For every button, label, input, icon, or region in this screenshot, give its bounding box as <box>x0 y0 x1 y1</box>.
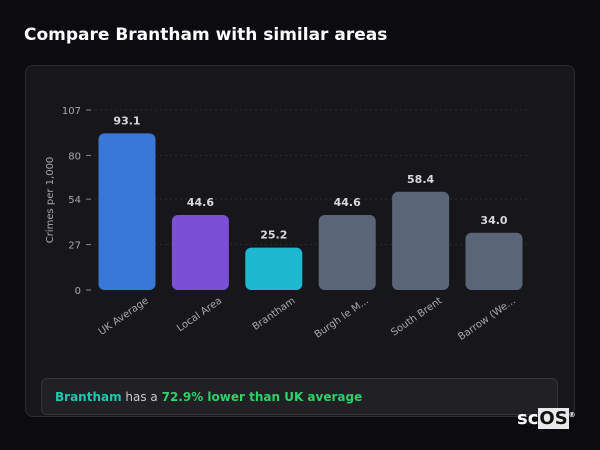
x-tick-label: Burgh le M... <box>313 295 371 340</box>
data-label: 93.1 <box>113 114 140 127</box>
summary-comparison: 72.9% lower than UK average <box>161 390 363 404</box>
page-title: Compare Brantham with similar areas <box>24 25 388 45</box>
x-tick-label: Brantham <box>251 295 298 332</box>
data-label: 25.2 <box>260 229 287 242</box>
bar-burgh-le-m- <box>318 214 376 290</box>
summary-area: Brantham <box>55 390 122 404</box>
x-tick-label: Barrow (We... <box>456 295 517 343</box>
x-tick-label: UK Average <box>97 295 151 337</box>
y-tick-label: 27 <box>68 241 81 252</box>
y-tick-label: 80 <box>68 151 81 162</box>
x-tick-label: South Brent <box>389 295 444 338</box>
bar-barrow-we- <box>465 232 523 290</box>
bar-brantham <box>245 247 303 290</box>
y-tick-label: 0 <box>75 286 81 297</box>
summary-box: Brantham has a 72.9% lower than UK avera… <box>41 378 558 415</box>
data-label: 58.4 <box>407 173 434 186</box>
bar-local-area <box>171 214 229 290</box>
x-tick-label: Local Area <box>175 295 224 334</box>
y-tick-label: 107 <box>62 106 81 117</box>
bar-uk-average <box>98 133 156 290</box>
y-axis-label: Crimes per 1,000 <box>45 157 56 244</box>
scos-logo: scOS® <box>517 408 576 429</box>
data-label: 34.0 <box>480 214 507 227</box>
bar-south-brent <box>392 191 450 290</box>
data-label: 44.6 <box>334 196 361 209</box>
y-tick-label: 54 <box>68 195 81 206</box>
data-label: 44.6 <box>187 196 214 209</box>
summary-text: has a <box>121 390 162 404</box>
